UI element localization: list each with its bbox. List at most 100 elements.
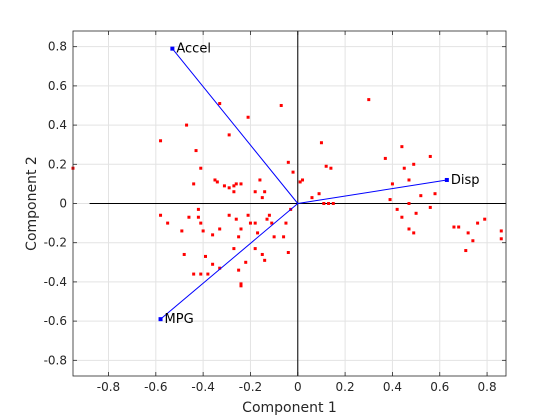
score-point bbox=[324, 164, 328, 168]
y-tick-label: 0.2 bbox=[48, 157, 67, 171]
score-point bbox=[256, 231, 260, 235]
score-point bbox=[234, 217, 238, 221]
score-point bbox=[400, 145, 404, 149]
score-point bbox=[196, 207, 200, 211]
score-point bbox=[246, 213, 250, 217]
vector-line-mpg bbox=[160, 203, 299, 320]
score-point bbox=[244, 260, 248, 264]
score-point bbox=[402, 166, 406, 170]
loading-vectors: Accel Disp MPG bbox=[158, 42, 480, 327]
x-tick-label: 0.4 bbox=[383, 380, 402, 394]
score-point bbox=[239, 284, 243, 288]
score-point bbox=[199, 272, 203, 276]
x-axis-title: Component 1 bbox=[242, 400, 337, 416]
score-point bbox=[282, 235, 286, 239]
score-point bbox=[218, 266, 222, 270]
score-point bbox=[260, 196, 264, 200]
y-tick-label: 0.8 bbox=[48, 40, 67, 54]
score-point bbox=[201, 229, 205, 233]
score-point bbox=[237, 235, 241, 239]
vector-label-disp: Disp bbox=[451, 173, 480, 188]
score-point bbox=[412, 231, 416, 235]
score-point bbox=[211, 233, 215, 237]
score-point bbox=[395, 207, 399, 211]
score-point bbox=[464, 249, 468, 253]
score-point bbox=[232, 247, 236, 251]
score-point bbox=[433, 192, 437, 196]
y-tick-label: 0 bbox=[59, 197, 67, 211]
vector-label-accel: Accel bbox=[176, 42, 211, 57]
score-point bbox=[322, 202, 326, 205]
y-tick-label: -0.2 bbox=[44, 236, 67, 250]
score-point bbox=[419, 194, 423, 198]
y-axis-title: Component 2 bbox=[24, 156, 40, 251]
score-point bbox=[215, 180, 219, 184]
score-point bbox=[414, 211, 418, 215]
score-point bbox=[260, 252, 264, 256]
x-tick-label: -0.6 bbox=[144, 380, 167, 394]
score-point bbox=[329, 166, 333, 170]
score-point bbox=[159, 213, 163, 217]
y-tick-label: 0.4 bbox=[48, 118, 67, 132]
x-tick-label: -0.4 bbox=[191, 380, 214, 394]
score-point bbox=[270, 221, 274, 225]
score-point bbox=[182, 252, 186, 256]
score-point bbox=[412, 162, 416, 166]
score-point bbox=[390, 182, 394, 186]
score-point bbox=[471, 239, 475, 243]
score-point bbox=[248, 221, 252, 225]
score-point bbox=[310, 196, 314, 200]
score-point bbox=[227, 186, 231, 190]
x-tick-label: -0.2 bbox=[239, 380, 262, 394]
plot-frame bbox=[72, 30, 507, 377]
score-point bbox=[263, 258, 267, 262]
score-point bbox=[246, 115, 250, 119]
vector-endpoint-disp bbox=[444, 177, 449, 182]
score-point bbox=[483, 217, 487, 221]
score-point bbox=[239, 182, 243, 186]
score-point bbox=[286, 160, 290, 164]
y-tick-label: -0.4 bbox=[44, 275, 67, 289]
vector-endpoint-mpg bbox=[158, 317, 163, 322]
score-point bbox=[253, 247, 257, 251]
score-point bbox=[211, 262, 215, 266]
score-point bbox=[291, 170, 295, 174]
score-point bbox=[476, 221, 480, 225]
score-point bbox=[499, 229, 503, 233]
vector-label-mpg: MPG bbox=[165, 312, 194, 327]
score-point bbox=[192, 272, 196, 276]
score-point bbox=[199, 166, 203, 170]
y-tick-labels: -0.8 -0.6 -0.4 -0.2 0 0.2 0.4 0.6 0.8 bbox=[44, 40, 67, 368]
score-point bbox=[301, 178, 305, 182]
score-point bbox=[457, 225, 461, 229]
x-tick-label: -0.8 bbox=[97, 380, 120, 394]
score-point bbox=[232, 190, 236, 194]
y-tick-label: -0.6 bbox=[44, 314, 67, 328]
score-point bbox=[317, 192, 321, 196]
score-point bbox=[166, 221, 170, 225]
score-point bbox=[206, 272, 210, 276]
score-point bbox=[367, 98, 371, 102]
vector-line-disp bbox=[297, 179, 447, 204]
score-point bbox=[180, 229, 184, 233]
score-point bbox=[428, 154, 432, 158]
score-point bbox=[196, 215, 200, 219]
score-point bbox=[237, 268, 241, 272]
score-point bbox=[185, 123, 189, 127]
x-tick-label: 0.2 bbox=[336, 380, 355, 394]
score-point bbox=[253, 221, 257, 225]
score-point bbox=[232, 184, 236, 188]
score-point bbox=[407, 178, 411, 182]
score-point bbox=[272, 235, 276, 239]
score-point bbox=[218, 102, 222, 106]
score-point bbox=[239, 282, 243, 286]
score-point bbox=[407, 227, 411, 231]
scores-points bbox=[71, 98, 503, 288]
score-point bbox=[331, 202, 335, 205]
score-point bbox=[428, 205, 432, 209]
score-point bbox=[407, 202, 411, 205]
score-point bbox=[239, 227, 243, 231]
score-point bbox=[286, 251, 290, 255]
score-point bbox=[159, 139, 163, 143]
